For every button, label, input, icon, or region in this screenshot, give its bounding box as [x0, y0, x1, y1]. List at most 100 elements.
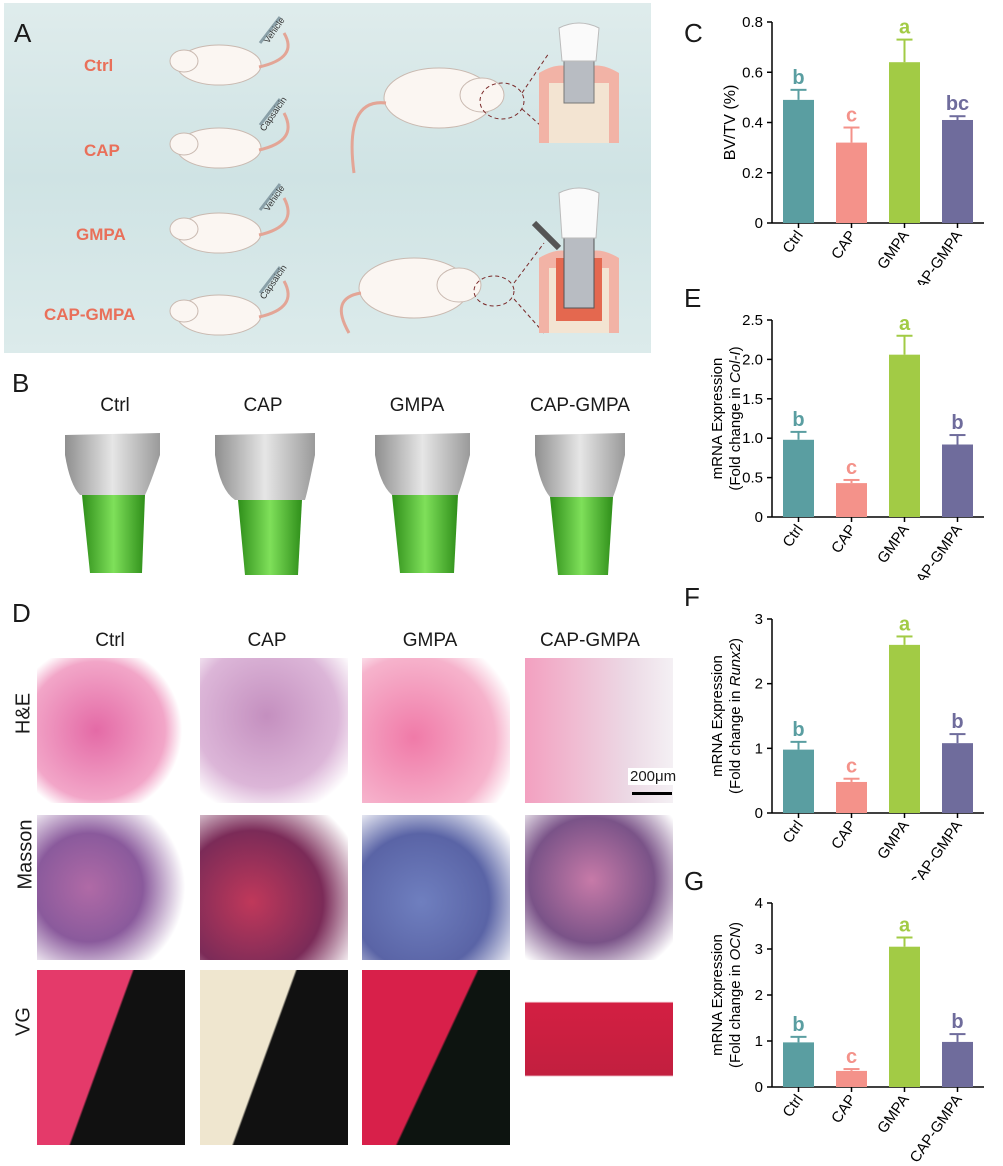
- y-tick-label: 3: [755, 611, 763, 628]
- y-tick-label: 0.2: [742, 165, 763, 182]
- group-label-cap-gmpa: CAP-GMPA: [44, 305, 136, 324]
- implant-render-cap: [215, 433, 315, 575]
- bar-cap: [836, 781, 867, 813]
- histology-masson-ctrl: [37, 815, 185, 960]
- panel-a-illustration: [169, 16, 619, 336]
- y-axis-sublabel-prefix: (Fold change in: [727, 383, 744, 491]
- significance-letter: a: [899, 915, 911, 937]
- panel-letter-b: B: [12, 368, 30, 398]
- bar-ctrl: [783, 99, 814, 223]
- implant-render-cap-gmpa: [535, 433, 625, 575]
- bar-ctrl: [783, 439, 814, 517]
- significance-letter: c: [846, 756, 857, 778]
- large-mouse-bottom: [339, 257, 515, 334]
- panel-letter-e: E: [684, 283, 702, 313]
- group-label-cap: CAP: [84, 141, 120, 160]
- bar-cap: [836, 1070, 867, 1087]
- histology-vg-ctrl: [37, 970, 185, 1145]
- x-tick-label: GMPA: [874, 228, 913, 273]
- panel-letter-f: F: [684, 582, 700, 612]
- panel-letter-d: D: [12, 598, 31, 628]
- panel-letter-g: G: [684, 866, 705, 896]
- y-tick-label: 4: [755, 895, 763, 912]
- significance-letter: b: [792, 719, 804, 741]
- implant-schematic-top: [539, 22, 619, 143]
- significance-letter: a: [899, 17, 911, 39]
- x-tick-label: CAP: [828, 818, 860, 853]
- x-tick-label: Ctrl: [779, 522, 806, 551]
- significance-letter: b: [951, 711, 963, 733]
- y-axis-sublabel-suffix: ): [727, 922, 744, 927]
- histology-masson-gmpa: [362, 815, 510, 960]
- y-axis-label-F: mRNA Expression: [709, 655, 726, 777]
- mouse-ctrl: [169, 32, 290, 86]
- y-tick-label: 2: [755, 676, 763, 693]
- y-tick-label: 0.6: [742, 64, 763, 81]
- histology-he-gmpa: [362, 658, 510, 803]
- y-axis-gene-name: OCN: [727, 927, 744, 961]
- group-label-gmpa: GMPA: [76, 225, 126, 244]
- d-col-ctrl: Ctrl: [95, 630, 125, 651]
- x-tick-label: CAP-GMPA: [907, 228, 966, 285]
- significance-letter: bc: [946, 93, 969, 115]
- bar-cap: [836, 142, 867, 223]
- d-col-cap-gmpa: CAP-GMPA: [540, 630, 640, 651]
- syringe-icons: [258, 16, 282, 294]
- bar-cap-gmpa: [942, 444, 973, 517]
- y-tick-label: 0: [755, 509, 763, 526]
- y-tick-label: 2.0: [742, 351, 763, 368]
- b-label-gmpa: GMPA: [389, 395, 445, 416]
- bar-gmpa: [889, 354, 920, 517]
- y-tick-label: 2: [755, 987, 763, 1004]
- chart-c-bvtv: 0 0.2 0.4 0.6 0.8 BV/TV (%) b Ctrl c CAP a GMPA bc CA…: [722, 14, 984, 285]
- mouse-gmpa: [169, 197, 290, 254]
- bar-ctrl: [783, 749, 814, 813]
- significance-letter: b: [951, 1011, 963, 1033]
- d-row-masson: Masson: [14, 819, 37, 890]
- large-mouse-top: [350, 67, 525, 174]
- histology-vg-cap: [200, 970, 348, 1145]
- bar-cap-gmpa: [942, 1041, 973, 1087]
- significance-letter: b: [792, 1014, 804, 1036]
- x-tick-label: GMPA: [874, 522, 913, 567]
- bar-gmpa: [889, 644, 920, 813]
- x-tick-label: CAP: [828, 522, 860, 557]
- y-tick-label: 0.4: [742, 115, 763, 132]
- d-row-he: H&E: [12, 692, 35, 735]
- b-label-ctrl: Ctrl: [100, 395, 130, 416]
- x-tick-label: Ctrl: [779, 228, 806, 257]
- bar-cap-gmpa: [942, 743, 973, 813]
- x-tick-label: CAP-GMPA: [907, 1092, 966, 1165]
- histology-he-ctrl: [37, 658, 185, 803]
- significance-letter: b: [792, 67, 804, 89]
- mouse-cap-gmpa: [169, 280, 290, 336]
- micro-ct-implant-renderings: [65, 433, 625, 575]
- chart-g-ocn: 0 1 2 3 4 mRNA Expression (Fold change in OCN)…: [709, 895, 984, 1165]
- chart-e-col1: 0 0.5 1.0 1.5 2.0 2.5 mRNA Expression (Fold cha…: [709, 312, 984, 580]
- y-axis-gene-name: Col-I: [727, 351, 744, 383]
- y-tick-label: 1.0: [742, 430, 763, 447]
- group-label-ctrl: Ctrl: [84, 56, 114, 75]
- bar-ctrl: [783, 1042, 814, 1087]
- bar-gmpa: [889, 946, 920, 1087]
- x-tick-label: GMPA: [874, 818, 913, 863]
- y-axis-sublabel-suffix: ): [727, 346, 744, 351]
- bar-cap: [836, 483, 867, 517]
- y-tick-label: 1: [755, 740, 763, 757]
- y-tick-label: 1.5: [742, 391, 763, 408]
- x-tick-label: GMPA: [874, 1092, 913, 1137]
- x-tick-label: CAP-GMPA: [907, 522, 966, 580]
- y-tick-label: 0.5: [742, 470, 763, 487]
- y-axis-sublabel-prefix: (Fold change in: [727, 686, 744, 794]
- panel-letter-c: C: [684, 18, 703, 48]
- mouse-cap: [169, 112, 290, 169]
- b-label-cap: CAP: [243, 395, 283, 416]
- significance-letter: c: [846, 1046, 857, 1068]
- x-tick-label: Ctrl: [779, 818, 806, 847]
- significance-letter: b: [951, 412, 963, 434]
- panel-letter-a: A: [14, 18, 32, 48]
- x-tick-label: CAP: [828, 228, 860, 263]
- y-tick-label: 0.8: [742, 14, 763, 31]
- y-tick-label: 1: [755, 1033, 763, 1050]
- y-axis-gene-name: Runx2: [727, 642, 744, 686]
